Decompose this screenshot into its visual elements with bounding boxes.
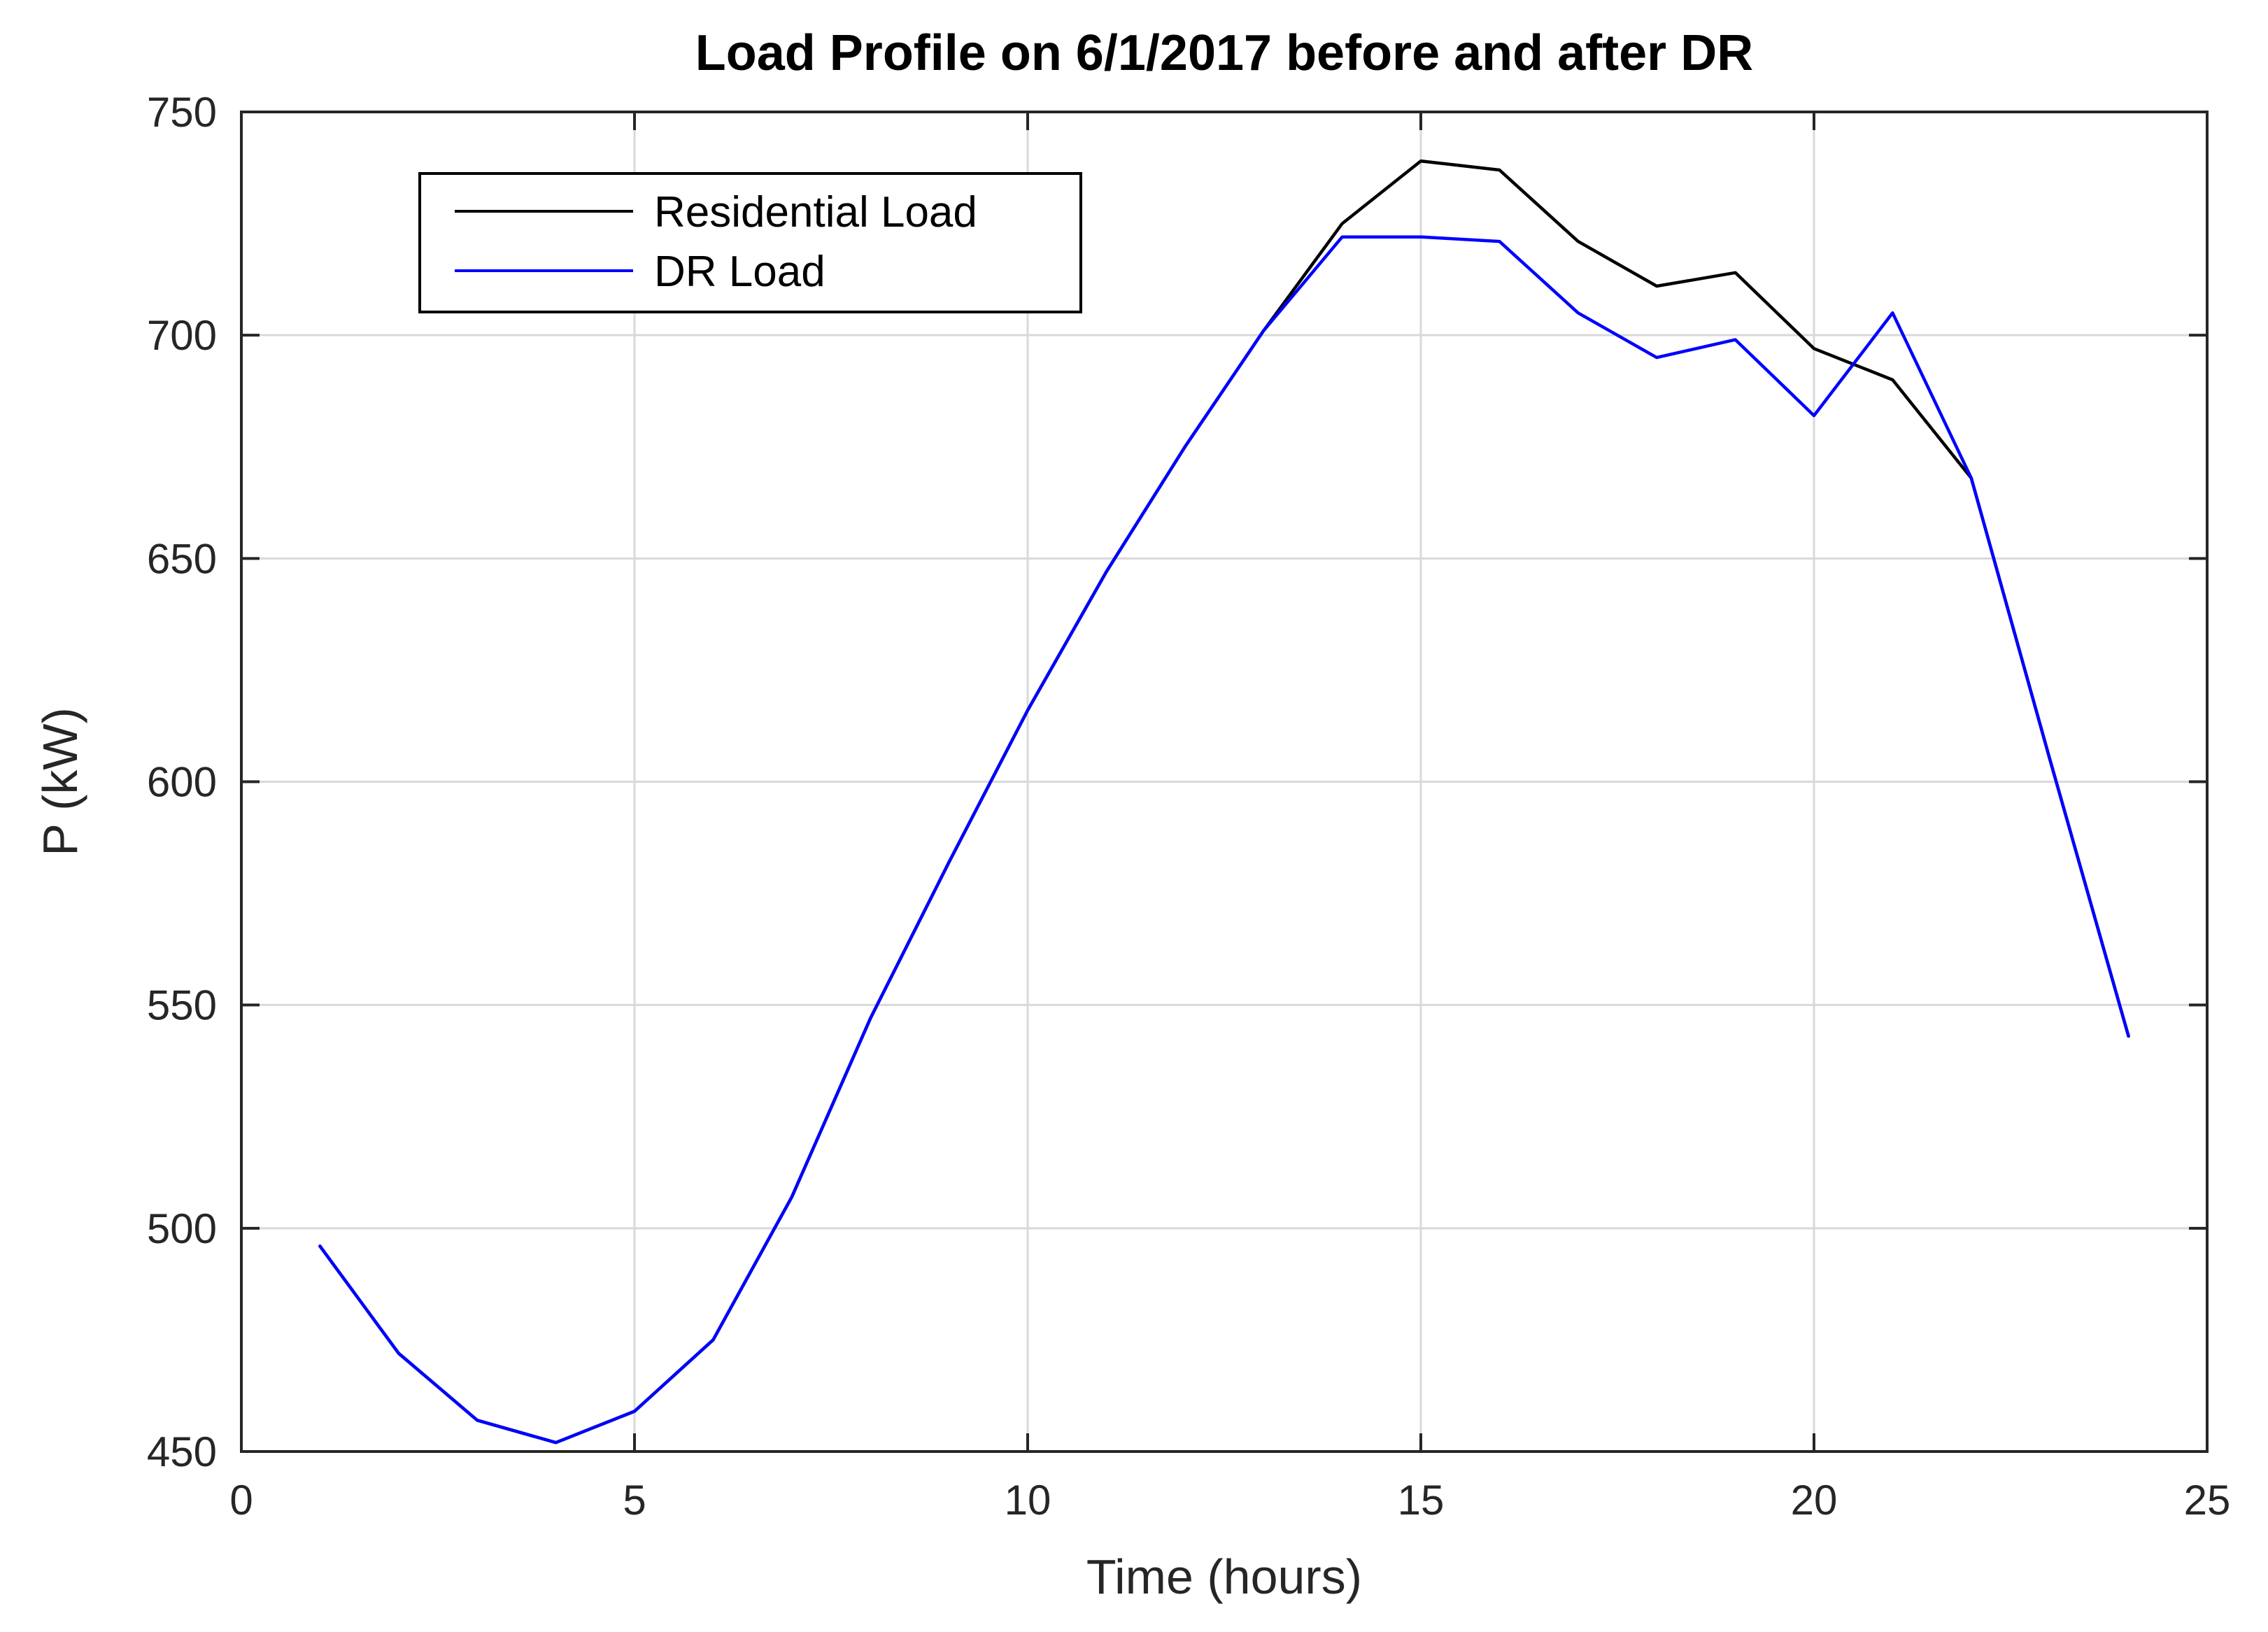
data-point-dr-load: [1576, 311, 1580, 315]
data-point-residential-load: [1812, 346, 1816, 350]
legend-label-dr-load: DR Load: [654, 248, 825, 296]
data-point-dr-load: [1261, 329, 1266, 333]
data-point-dr-load: [1654, 355, 1659, 360]
chart-title: Load Profile on 6/1/2017 before and afte…: [695, 25, 1753, 81]
data-point-dr-load: [1340, 235, 1345, 239]
series-line-dr-load: [318, 235, 2130, 1445]
data-point-dr-load: [554, 1440, 558, 1445]
data-point-dr-load: [1497, 239, 1501, 243]
y-tick-label: 750: [147, 89, 217, 136]
x-tick-label: 15: [1398, 1477, 1445, 1524]
data-point-dr-load: [947, 860, 951, 864]
x-tick-label: 10: [1005, 1477, 1051, 1524]
data-point-dr-load: [1890, 311, 1894, 315]
data-point-residential-load: [1576, 239, 1580, 243]
x-tick-label: 25: [2184, 1477, 2231, 1524]
data-point-residential-load: [1419, 159, 1423, 163]
data-point-residential-load: [1890, 378, 1894, 382]
data-point-dr-load: [1734, 338, 1738, 342]
data-point-residential-load: [1340, 222, 1345, 226]
data-point-dr-load: [2048, 758, 2052, 762]
data-point-dr-load: [711, 1337, 715, 1342]
legend: Residential Load DR Load: [418, 172, 1082, 313]
data-point-residential-load: [1497, 168, 1501, 172]
series-lines: [318, 159, 2130, 1445]
y-tick-label: 700: [147, 312, 217, 359]
data-point-dr-load: [397, 1351, 401, 1356]
legend-label-residential-load: Residential Load: [654, 188, 977, 236]
y-tick-label: 650: [147, 535, 217, 582]
y-axis-label: P (kW): [33, 707, 87, 856]
axis-ticks: 0 5 10 15 20 25 450 500 550 600 650 700 750: [147, 89, 2230, 1524]
data-point-dr-load: [1183, 445, 1187, 449]
data-point-dr-load: [1969, 476, 1973, 480]
data-point-dr-load: [318, 1244, 322, 1248]
data-point-dr-load: [632, 1410, 637, 1414]
data-point-dr-load: [2127, 1034, 2131, 1038]
legend-box: [418, 172, 1082, 313]
x-tick-label: 5: [623, 1477, 646, 1524]
y-tick-label: 500: [147, 1205, 217, 1252]
y-tick-label: 600: [147, 759, 217, 806]
x-tick-label: 20: [1791, 1477, 1838, 1524]
data-point-dr-load: [790, 1195, 794, 1199]
data-point-residential-load: [1654, 284, 1659, 288]
data-point-residential-load: [1734, 271, 1738, 275]
y-tick-label: 550: [147, 982, 217, 1029]
data-point-dr-load: [475, 1418, 479, 1422]
y-tick-label: 450: [147, 1428, 217, 1475]
x-tick-label: 0: [229, 1477, 253, 1524]
data-point-dr-load: [1104, 570, 1108, 574]
data-point-dr-load: [1026, 708, 1030, 712]
data-point-dr-load: [1812, 413, 1816, 418]
x-axis-label: Time (hours): [1086, 1549, 1362, 1604]
data-point-dr-load: [868, 1016, 872, 1021]
data-point-dr-load: [1419, 235, 1423, 239]
